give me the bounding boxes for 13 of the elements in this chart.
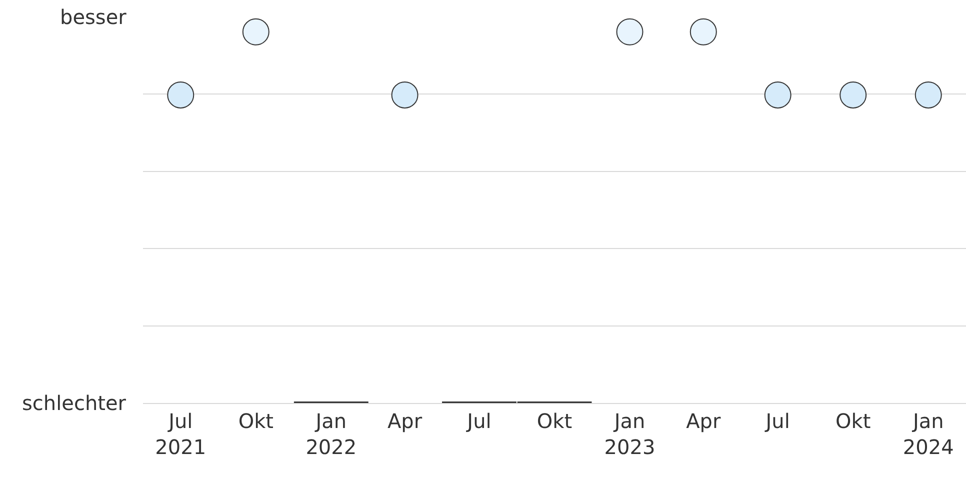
x-tick-label: Jan 2022 (306, 409, 357, 459)
x-tick-label: Apr (387, 409, 423, 433)
x-tick-label: Jan 2023 (604, 409, 656, 459)
x-tick-label: Jul (764, 409, 790, 433)
x-tick-label: Okt (536, 409, 572, 433)
x-tick-label: Jul (465, 409, 492, 433)
x-tick-label: Apr (686, 409, 722, 433)
x-tick-label: Okt (238, 409, 274, 433)
text: schlechter (22, 391, 127, 415)
x-tick-label: Okt (836, 409, 871, 433)
x-tick-label: Jul 2021 (155, 409, 206, 459)
text: besser (60, 5, 128, 29)
x-tick-label: Jan 2024 (902, 409, 954, 459)
